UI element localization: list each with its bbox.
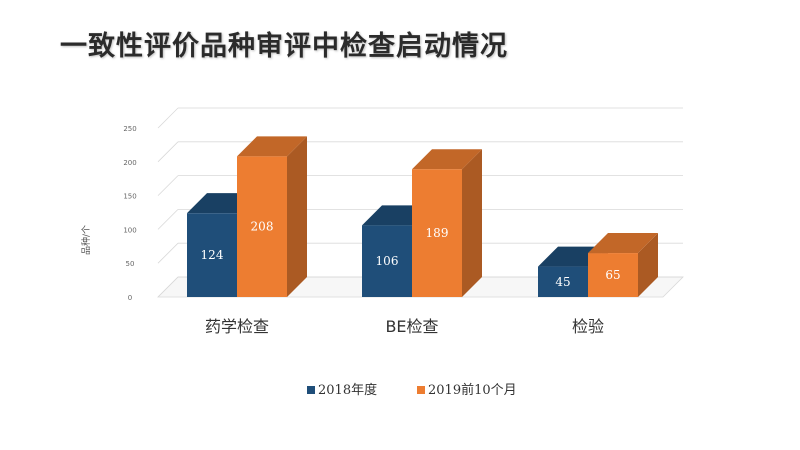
bar-top xyxy=(588,233,658,254)
y-tick-label: 0 xyxy=(128,294,132,302)
data-label: 106 xyxy=(376,254,399,268)
x-tick-label: 药学检查 xyxy=(205,317,269,336)
bar xyxy=(237,156,287,297)
y-tick-label: 100 xyxy=(123,226,136,234)
y-tick-label: 50 xyxy=(126,260,135,268)
bar xyxy=(412,169,462,297)
y-tick-label: 250 xyxy=(123,125,136,133)
gridline-depth xyxy=(157,209,179,230)
x-tick-label: BE检查 xyxy=(385,317,438,336)
gridline-depth xyxy=(157,175,179,196)
legend-swatch xyxy=(307,386,315,394)
bar xyxy=(538,266,588,297)
y-tick-label: 200 xyxy=(123,159,136,167)
legend-label: 2019前10个月 xyxy=(428,382,517,398)
gridline-depth xyxy=(157,141,179,163)
bar-side xyxy=(638,233,658,297)
bar xyxy=(588,253,638,297)
bar-side xyxy=(462,149,482,297)
legend-swatch xyxy=(417,386,425,394)
gridline-depth xyxy=(157,276,179,298)
y-tick-label: 150 xyxy=(123,193,136,201)
gridline-depth xyxy=(157,107,179,129)
legend-label: 2018年度 xyxy=(318,382,377,398)
data-label: 189 xyxy=(426,226,449,240)
data-label: 45 xyxy=(555,275,570,289)
data-label: 65 xyxy=(605,268,620,282)
bar-top xyxy=(237,136,307,157)
x-tick-label: 检验 xyxy=(572,317,604,336)
bar xyxy=(362,225,412,297)
bar-side xyxy=(287,136,307,297)
bar xyxy=(187,213,237,297)
gridline-depth xyxy=(157,242,179,264)
data-label: 208 xyxy=(251,220,274,234)
bar-top xyxy=(412,149,482,170)
y-axis-label: 品种/个 xyxy=(80,225,92,255)
page-title: 一致性评价品种审评中检查启动情况 xyxy=(60,31,508,62)
data-label: 124 xyxy=(201,248,224,262)
